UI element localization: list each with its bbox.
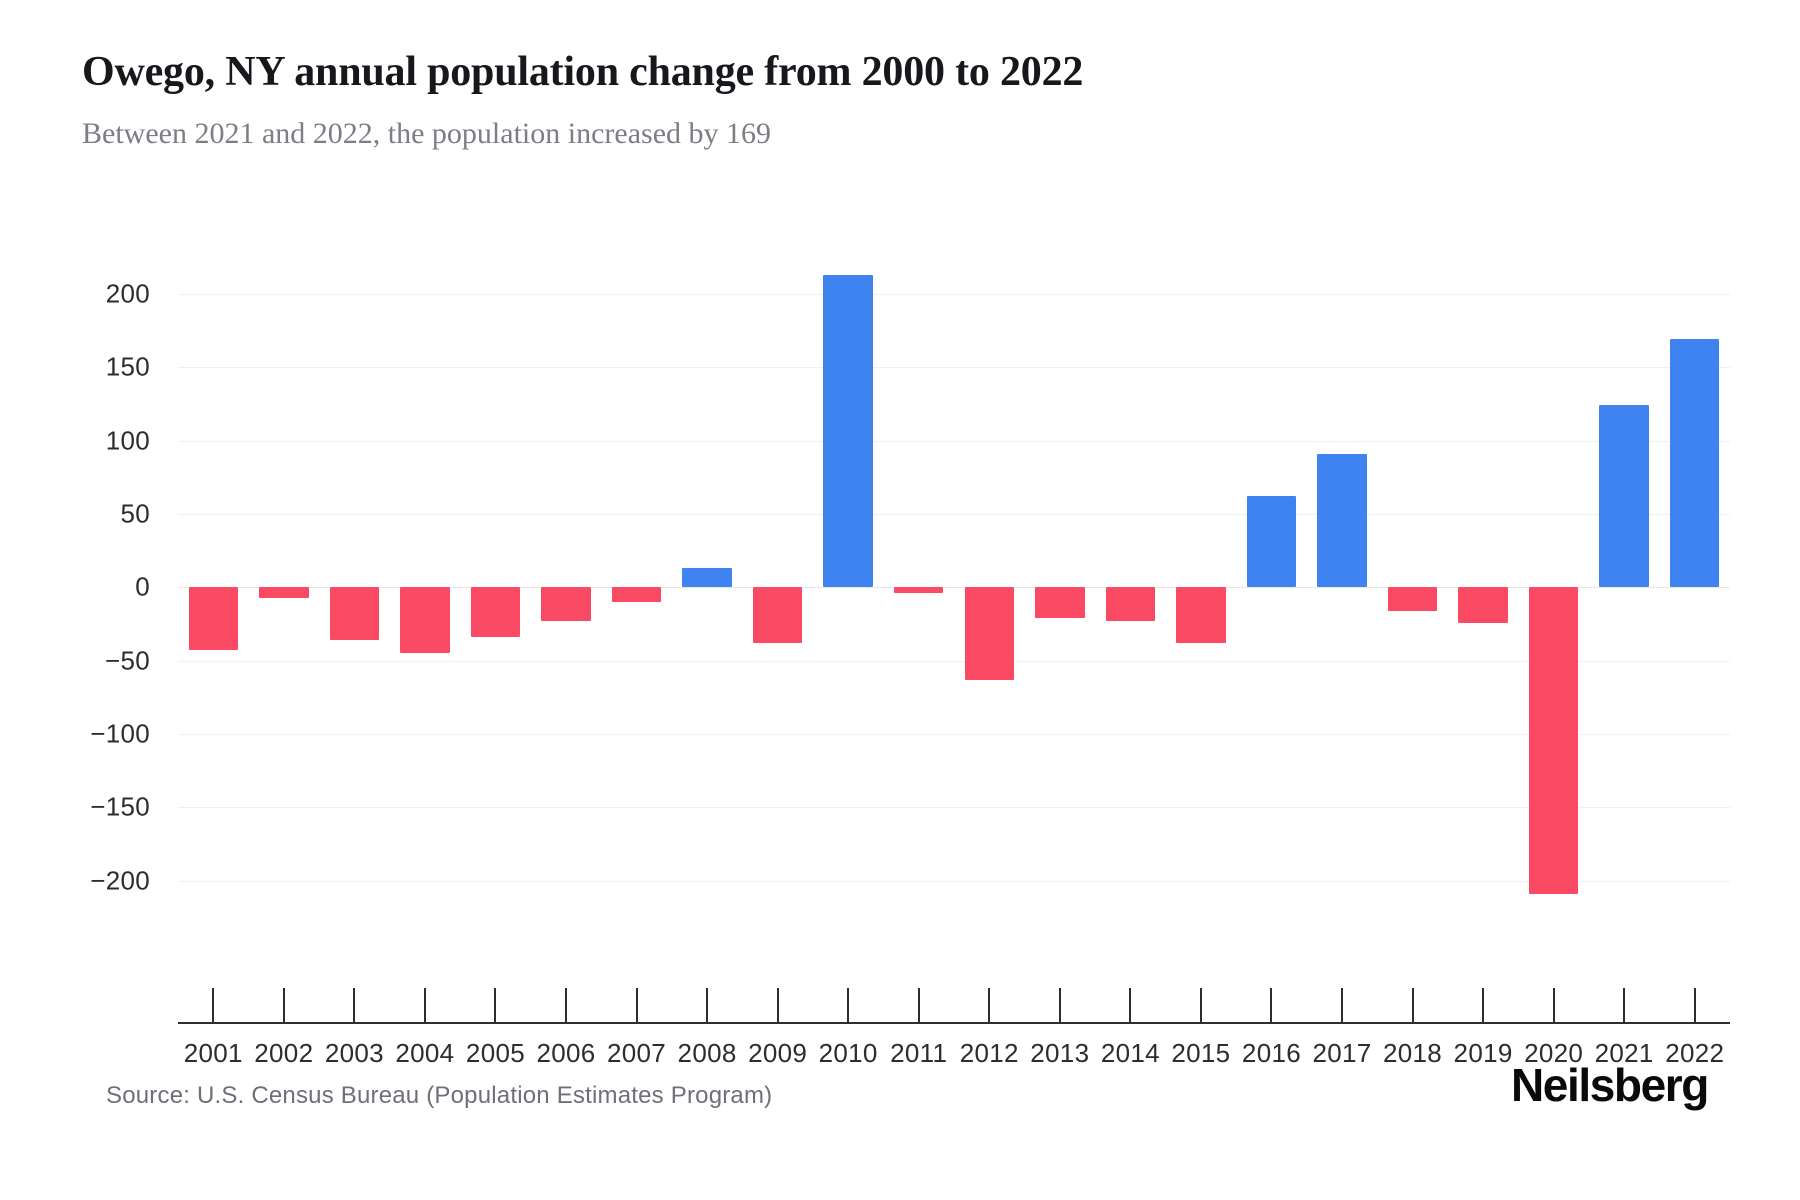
x-axis-tick (282, 988, 285, 1022)
gridlines (178, 250, 1730, 910)
y-axis-tick-label: −200 (90, 865, 150, 896)
gridline (178, 514, 1730, 515)
x-axis-tick-label: 2009 (748, 1038, 808, 1068)
bar-series (178, 250, 1730, 910)
bar[interactable] (259, 587, 309, 598)
x-axis-tick-label: 2019 (1453, 1038, 1513, 1068)
x-axis-tick (353, 988, 356, 1022)
brand-logo: Neilsberg (1510, 1059, 1709, 1111)
x-axis-tick-label: 2004 (395, 1038, 455, 1068)
bar[interactable] (682, 568, 732, 588)
bar[interactable] (894, 587, 944, 594)
x-axis-tick-label: 2007 (607, 1038, 667, 1068)
x-axis-tick (706, 988, 709, 1022)
x-axis-tick (988, 988, 991, 1022)
x-axis-tick (776, 988, 779, 1022)
x-axis-tick-label: 2010 (818, 1038, 878, 1068)
chart-subtitle: Between 2021 and 2022, the population in… (82, 116, 772, 150)
x-axis-tick-label: 2003 (324, 1038, 384, 1068)
gridline (178, 660, 1730, 662)
y-axis-tick-label: −150 (90, 791, 150, 822)
y-axis-tick-label: −50 (104, 645, 150, 676)
x-axis-tick (1058, 988, 1061, 1022)
x-axis-tick (1270, 988, 1273, 1022)
x-axis-tick (1552, 988, 1555, 1022)
x-axis-tick-label: 2005 (465, 1038, 525, 1068)
gridline (178, 367, 1730, 369)
x-axis-tick (635, 988, 638, 1022)
x-axis-tick (1693, 988, 1696, 1022)
chart-header: Owego, NY annual population change from … (82, 48, 1722, 152)
gridline (178, 734, 1730, 735)
bar[interactable] (188, 587, 238, 651)
x-axis-tick (1411, 988, 1414, 1022)
gridline (178, 440, 1730, 442)
x-axis-tick (847, 988, 850, 1022)
x-axis-tick (423, 988, 426, 1022)
x-axis-tick-label: 2022 (1665, 1038, 1725, 1068)
y-axis-tick-label: 50 (120, 498, 150, 529)
bar[interactable] (400, 587, 450, 654)
y-axis-tick-label: 100 (105, 425, 150, 456)
x-axis-tick-label: 2014 (1100, 1038, 1160, 1068)
bar[interactable] (1599, 405, 1649, 588)
bar[interactable] (470, 587, 521, 638)
bar[interactable] (1317, 453, 1367, 588)
x-axis-tick-label: 2008 (677, 1038, 737, 1068)
bar[interactable] (1176, 587, 1226, 644)
bar[interactable] (964, 587, 1014, 680)
x-axis-tick-label: 2001 (183, 1038, 243, 1068)
bar[interactable] (1458, 587, 1508, 623)
x-axis-tick-label: 2021 (1594, 1038, 1654, 1068)
bar[interactable] (1387, 587, 1438, 611)
bar[interactable] (1246, 496, 1297, 588)
x-axis-tick-label: 2015 (1171, 1038, 1231, 1068)
gridline (178, 880, 1730, 882)
x-axis-tick (1341, 988, 1343, 1022)
x-axis-tick (917, 988, 920, 1022)
bar[interactable] (752, 587, 803, 644)
x-axis-tick-label: 2006 (536, 1038, 596, 1068)
x-axis-ticks (178, 988, 1730, 1022)
y-axis-tick-label: 200 (105, 278, 150, 309)
y-axis-tick-label: 0 (135, 571, 150, 602)
x-axis-tick (494, 988, 497, 1022)
y-axis-labels: 200 150 100 50 0 −50 −100 −150 −200 (0, 250, 178, 910)
y-axis-tick-label: −100 (90, 718, 150, 749)
x-axis-labels: 2001 2002 2003 2004 2005 2006 2007 2008 2009 2010… (178, 1038, 1730, 1078)
bar[interactable] (611, 587, 662, 602)
x-axis-tick (1199, 988, 1202, 1022)
gridline (178, 807, 1730, 809)
x-axis-tick-label: 2002 (254, 1038, 314, 1068)
plot-area: 200 150 100 50 0 −50 −100 −150 −200 (0, 250, 1800, 910)
x-axis-tick-label: 2012 (959, 1038, 1019, 1068)
x-axis-tick (212, 988, 215, 1022)
bar[interactable] (823, 274, 873, 588)
x-axis-tick-label: 2018 (1383, 1038, 1443, 1068)
y-axis-tick-label: 150 (105, 351, 150, 382)
bar[interactable] (1035, 587, 1085, 619)
source-note: Source: U.S. Census Bureau (Population E… (106, 1082, 773, 1109)
bar[interactable] (541, 587, 591, 622)
gridline (178, 587, 1730, 589)
x-axis-tick (1482, 988, 1485, 1022)
x-axis-tick-label: 2020 (1524, 1038, 1584, 1068)
x-axis-line (178, 1022, 1730, 1024)
x-axis-tick-label: 2016 (1241, 1038, 1301, 1068)
x-axis-tick (565, 988, 567, 1022)
bar[interactable] (329, 587, 380, 641)
x-axis-tick-label: 2017 (1312, 1038, 1372, 1068)
x-axis-tick-label: 2011 (890, 1038, 948, 1068)
bar[interactable] (1528, 587, 1579, 894)
gridline (178, 294, 1730, 295)
bar[interactable] (1105, 587, 1156, 622)
x-axis-tick (1129, 988, 1132, 1022)
x-axis-tick (1623, 988, 1626, 1022)
x-axis-tick-label: 2013 (1030, 1038, 1090, 1068)
page-title: Owego, NY annual population change from … (82, 49, 1084, 95)
bar[interactable] (1670, 339, 1720, 588)
